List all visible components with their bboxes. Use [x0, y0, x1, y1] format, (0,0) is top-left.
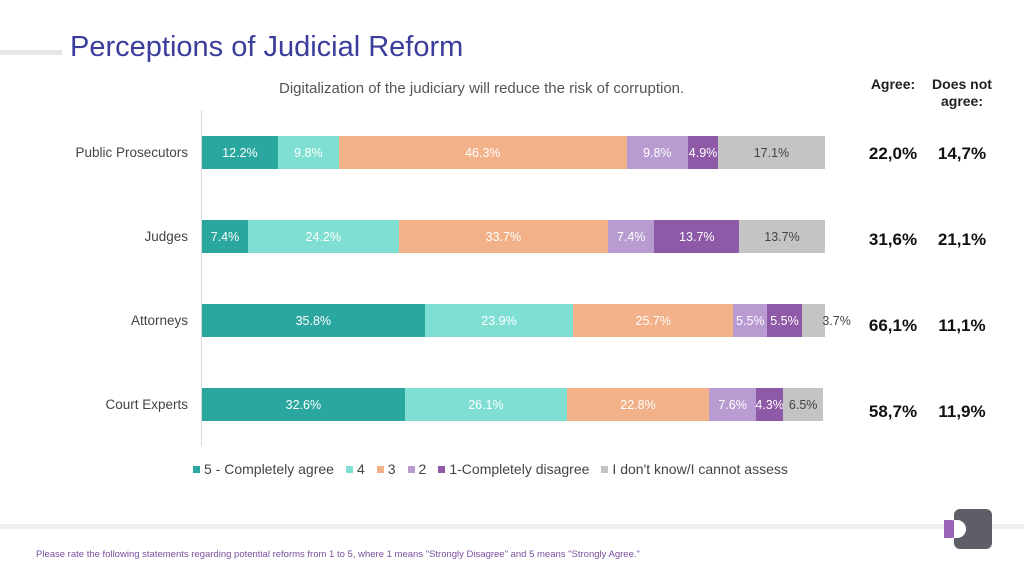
data-label: 4.9% [688, 145, 718, 160]
legend-item: 3 [376, 461, 396, 477]
category-label: Court Experts [105, 397, 188, 412]
summary-disagree-attorneys: 11,1% [938, 316, 986, 335]
chart-title: Digitalization of the judiciary will red… [279, 80, 685, 97]
summary-disagree-judges: 21,1% [937, 230, 987, 249]
bar-segment [277, 136, 339, 169]
disagree-header-line2: agree: [940, 93, 984, 109]
data-label: 33.7% [485, 229, 522, 244]
data-label: 26.1% [468, 397, 504, 412]
summary-agree-prosecutors: 22,0% [868, 144, 918, 163]
bar-segment [756, 388, 783, 421]
legend-item: 1-Completely disagree [438, 461, 589, 477]
bar-segment [202, 304, 425, 337]
bar-segment [626, 136, 688, 169]
chart-legend: 5 - Completely agree 4 3 2 1-Completely disa… [193, 461, 800, 477]
bar-segment [733, 304, 768, 337]
legend-label: 5 - Completely agree [204, 461, 334, 477]
bar-segment [708, 388, 757, 421]
bar-segment [767, 304, 802, 337]
data-label: 24.2% [305, 229, 342, 244]
data-label: 13.7% [764, 229, 800, 244]
top-accent-rule [0, 50, 62, 55]
legend-label: 4 [356, 461, 365, 477]
footnote: Please rate the following statements reg… [36, 549, 640, 560]
data-label: 13.7% [679, 229, 715, 244]
bar-segment [424, 304, 574, 337]
bar-segment [608, 220, 655, 253]
legend-item: 5 - Completely agree [193, 461, 334, 477]
disagree-column-header: Does not agree: [926, 76, 998, 110]
data-label: 9.8% [643, 145, 672, 160]
data-label: 12.2% [222, 145, 258, 160]
data-label: 22.8% [620, 397, 656, 412]
data-label: 9.8% [294, 145, 323, 160]
legend-swatch-icon [407, 465, 415, 473]
bar-segment [687, 136, 719, 169]
category-label: Attorneys [130, 313, 188, 328]
bar-segment [782, 388, 824, 421]
legend-item: I don't know/I cannot assess [601, 461, 788, 477]
summary-disagree-court-experts: 11,9% [938, 402, 986, 421]
data-label: 35.8% [295, 313, 332, 328]
disagree-header-line1: Does not [932, 76, 992, 92]
data-label: 5.5% [736, 313, 765, 328]
bar-segment [718, 136, 825, 169]
legend-item: 2 [407, 461, 427, 477]
bar-segment [739, 220, 825, 253]
data-label: 46.3% [465, 145, 501, 160]
bar-segment [398, 220, 609, 253]
bar-segment [801, 304, 825, 337]
data-label: 25.7% [635, 313, 671, 328]
summary-agree-court-experts: 58,7% [868, 402, 918, 421]
legend-swatch-icon [345, 465, 353, 473]
bar-segment [248, 220, 399, 253]
bar-segment [338, 136, 627, 169]
bar-segment [654, 220, 740, 253]
bar-segment [567, 388, 709, 421]
data-label: 3.7% [822, 313, 851, 328]
data-label: 7.4% [210, 229, 240, 244]
bar-segment [202, 220, 249, 253]
legend-swatch-icon [601, 465, 609, 473]
data-label: 7.4% [616, 229, 646, 244]
legend-label: 1-Completely disagree [449, 461, 590, 477]
summary-disagree-prosecutors: 14,7% [937, 144, 987, 163]
legend-swatch-icon [193, 465, 200, 473]
data-label: 4.3% [755, 397, 784, 412]
agree-column-header: Agree: [870, 76, 916, 92]
category-label: Judges [144, 229, 188, 244]
data-label: 23.9% [481, 313, 517, 328]
data-label: 5.5% [770, 313, 799, 328]
legend-item: 4 [345, 461, 365, 477]
category-label: Public Prosecutors [75, 145, 188, 160]
data-label: 17.1% [753, 145, 790, 160]
legend-label: 3 [387, 461, 396, 477]
legend-label: 2 [418, 461, 427, 477]
bar-segment [573, 304, 734, 337]
legend-swatch-icon [376, 465, 384, 473]
data-label: 7.6% [718, 397, 747, 412]
data-label: 32.6% [285, 397, 322, 412]
bar-segment [404, 388, 568, 421]
bar-segment [202, 136, 278, 169]
summary-agree-attorneys: 66,1% [868, 316, 918, 335]
legend-label: I don't know/I cannot assess [612, 461, 788, 477]
data-label: 6.5% [788, 397, 818, 412]
brand-logo-icon [944, 509, 992, 549]
bar-segment [202, 388, 405, 421]
legend-swatch-icon [438, 465, 446, 473]
category-axis-line [201, 110, 202, 446]
bottom-accent-rule [0, 524, 1024, 529]
slide-title: Perceptions of Judicial Reform [70, 31, 464, 63]
summary-agree-judges: 31,6% [868, 230, 918, 249]
